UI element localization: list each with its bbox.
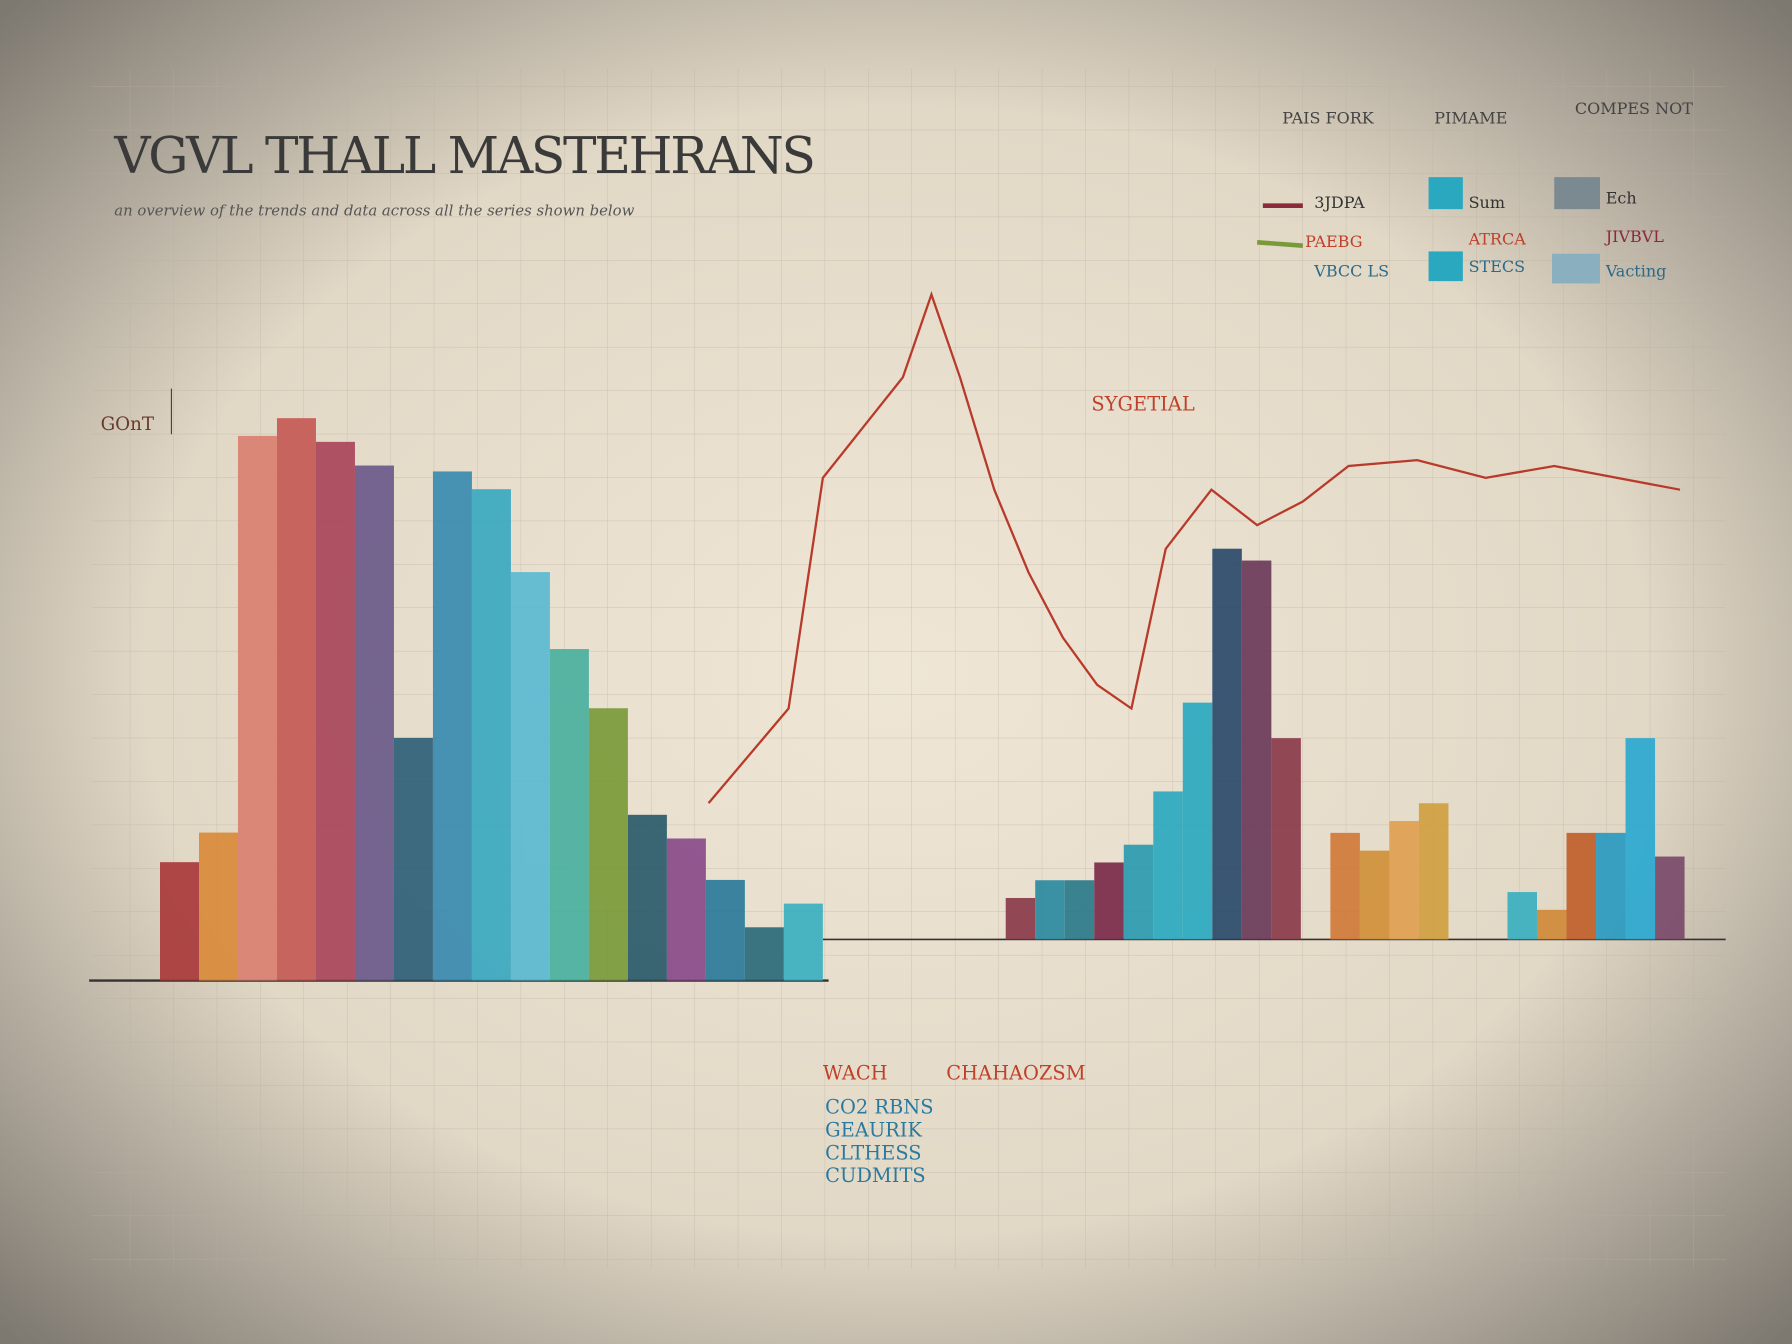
bar — [1536, 909, 1567, 940]
legend-line — [1256, 240, 1304, 248]
legend-text: Vacting — [1605, 261, 1667, 280]
bar — [1153, 791, 1183, 940]
bar — [1566, 832, 1597, 940]
subtitle: an overview of the trends and data acros… — [114, 201, 634, 219]
bar — [1212, 548, 1242, 940]
bar — [783, 903, 823, 981]
y-label: GOnT — [101, 414, 155, 435]
bar — [276, 418, 316, 981]
bar — [1005, 897, 1036, 940]
annotation: CUDMITS — [825, 1164, 926, 1187]
bar — [705, 879, 745, 981]
bar — [1507, 892, 1537, 940]
legend-swatch — [1552, 253, 1600, 284]
bar — [588, 708, 628, 981]
bar — [1596, 832, 1626, 940]
bar — [1064, 880, 1095, 940]
bar — [237, 435, 277, 981]
bar — [1094, 862, 1124, 940]
bar — [1655, 856, 1685, 940]
bar — [1418, 803, 1449, 940]
bar — [160, 862, 199, 981]
annotation: CLTHESS — [825, 1141, 921, 1164]
bar — [471, 489, 511, 981]
legend-swatch — [1428, 177, 1463, 210]
bar — [1035, 880, 1065, 940]
bar — [1271, 738, 1301, 940]
bar — [1182, 702, 1213, 940]
bar — [1241, 560, 1272, 940]
bar — [393, 737, 433, 981]
bar — [198, 832, 238, 981]
legend-text: JIVBVL — [1604, 227, 1665, 246]
bar — [432, 471, 472, 981]
annotation: SYGETIAL — [1091, 393, 1194, 416]
bar — [354, 465, 394, 981]
legend-text: STECS — [1469, 257, 1526, 276]
bar — [549, 649, 589, 981]
bar — [1625, 738, 1656, 940]
annotation: WACH — [823, 1061, 888, 1084]
bar — [627, 814, 667, 981]
line — [707, 291, 1681, 804]
bar — [1123, 844, 1154, 940]
bar — [666, 838, 706, 981]
legend-text: ATRCA — [1468, 230, 1527, 249]
bar — [315, 441, 355, 981]
legend-text: PAEBG — [1305, 232, 1362, 251]
legend-text: Sum — [1469, 193, 1505, 212]
bar — [744, 927, 784, 981]
annotation: GEAURIK — [825, 1118, 922, 1141]
annotations: SYGETIAL CHAHAOZSM WACH CO2 RBNS GEAURIK… — [823, 393, 1195, 1187]
annotation: CHAHAOZSM — [946, 1061, 1085, 1084]
legend-text: Ech — [1606, 188, 1637, 207]
chart-title: VGVL THALL MASTEHRANS — [113, 126, 813, 185]
bar — [1359, 850, 1390, 940]
legend-swatch — [1554, 177, 1600, 210]
legend-text: VBCC LS — [1313, 261, 1389, 280]
legend-text: PIMAME — [1434, 108, 1507, 127]
annotation: CO2 RBNS — [825, 1096, 933, 1119]
legend-text: COMPES NOT — [1575, 99, 1693, 118]
legend-text: PAIS FORK — [1282, 108, 1374, 127]
bar — [1330, 832, 1360, 940]
bar — [1389, 821, 1419, 940]
legend: PAIS FORK PIMAME COMPES NOT 3JDPA Sum Ec… — [1256, 99, 1693, 284]
bar — [510, 572, 550, 981]
legend-swatch — [1428, 251, 1463, 282]
legend-text: 3JDPA — [1314, 193, 1365, 212]
